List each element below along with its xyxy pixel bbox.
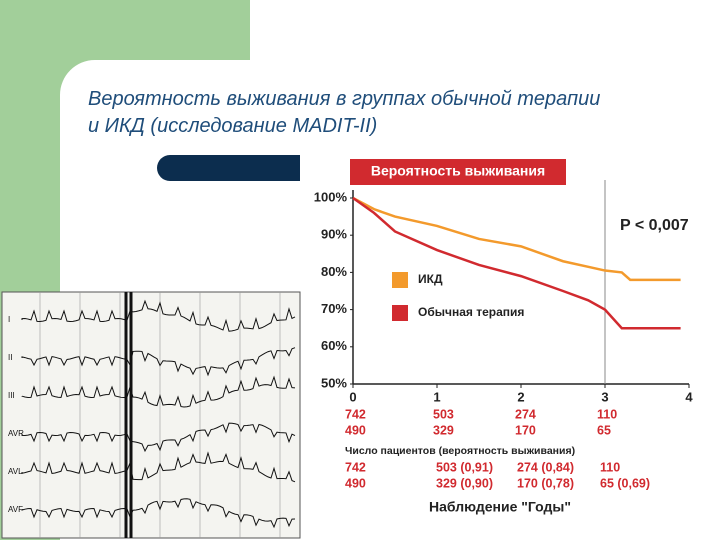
title-box: Вероятность выживания в группах обычной … — [88, 88, 601, 137]
legend-label: ИКД — [418, 272, 443, 286]
legend-label: Обычная терапия — [418, 305, 524, 319]
chart-title-box — [350, 159, 566, 185]
x-tick-label: 3 — [601, 389, 608, 404]
at-risk-count: 110 — [597, 407, 617, 421]
ecg-trace — [21, 422, 296, 453]
x-axis-label: Наблюдение "Годы" — [429, 499, 571, 515]
x-tick-label: 4 — [685, 389, 693, 404]
y-tick-label: 50% — [321, 375, 347, 390]
at-risk-survival: 503 (0,91) — [436, 460, 493, 474]
ecg-lead-label: III — [8, 391, 15, 400]
series-line — [352, 196, 681, 282]
at-risk-count: 329 — [433, 423, 454, 437]
at-risk-survival: 170 (0,78) — [517, 476, 574, 490]
ecg-lead-label: AVR — [8, 429, 24, 438]
y-tick-label: 100% — [314, 189, 348, 204]
annotation: P < 0,007 — [620, 217, 689, 234]
ecg-frame — [1, 291, 301, 539]
ecg-trace — [21, 375, 296, 408]
y-tick-label: 80% — [321, 264, 347, 279]
ecg-trace — [21, 347, 296, 377]
at-risk-survival: 742 — [345, 460, 366, 474]
at-risk-count: 65 — [597, 423, 611, 437]
ecg-lead-label: II — [8, 353, 12, 362]
at-risk-survival: 65 (0,69) — [600, 476, 650, 490]
at-risk-survival: 274 (0,84) — [517, 460, 574, 474]
at-risk-count: 274 — [515, 407, 536, 421]
x-tick-label: 1 — [433, 389, 440, 404]
at-risk-count: 490 — [345, 423, 366, 437]
ecg-lead-label: AVL — [8, 467, 23, 476]
ecg-trace — [21, 299, 296, 332]
at-risk-survival: 110 — [600, 460, 620, 474]
at-risk-count: 170 — [515, 423, 536, 437]
ecg-lead-label: I — [8, 315, 10, 324]
x-tick-label: 0 — [349, 389, 356, 404]
ecg-grid — [39, 292, 281, 538]
y-tick-label: 70% — [321, 301, 347, 316]
blue-bar — [157, 155, 300, 181]
series-line — [352, 196, 681, 330]
at-risk-survival: 490 — [345, 476, 366, 490]
x-tick-label: 2 — [517, 389, 524, 404]
at-risk-count: 742 — [345, 407, 366, 421]
ecg-trace — [21, 451, 296, 483]
corner — [60, 60, 95, 95]
ecg-artifact — [124, 292, 133, 538]
ecg-trace — [21, 498, 296, 529]
legend-swatch — [392, 272, 408, 288]
y-tick-label: 90% — [321, 227, 347, 242]
chart-title: Вероятность выживания — [371, 163, 545, 179]
legend-swatch — [392, 305, 408, 321]
at-risk-label: Число пациентов (вероятность выживания) — [345, 445, 575, 457]
ecg-lead-label: AVF — [8, 505, 23, 514]
y-tick-label: 60% — [321, 338, 347, 353]
at-risk-count: 503 — [433, 407, 454, 421]
at-risk-survival: 329 (0,90) — [436, 476, 493, 490]
slide-title: Вероятность выживания в группах обычной … — [88, 88, 601, 137]
